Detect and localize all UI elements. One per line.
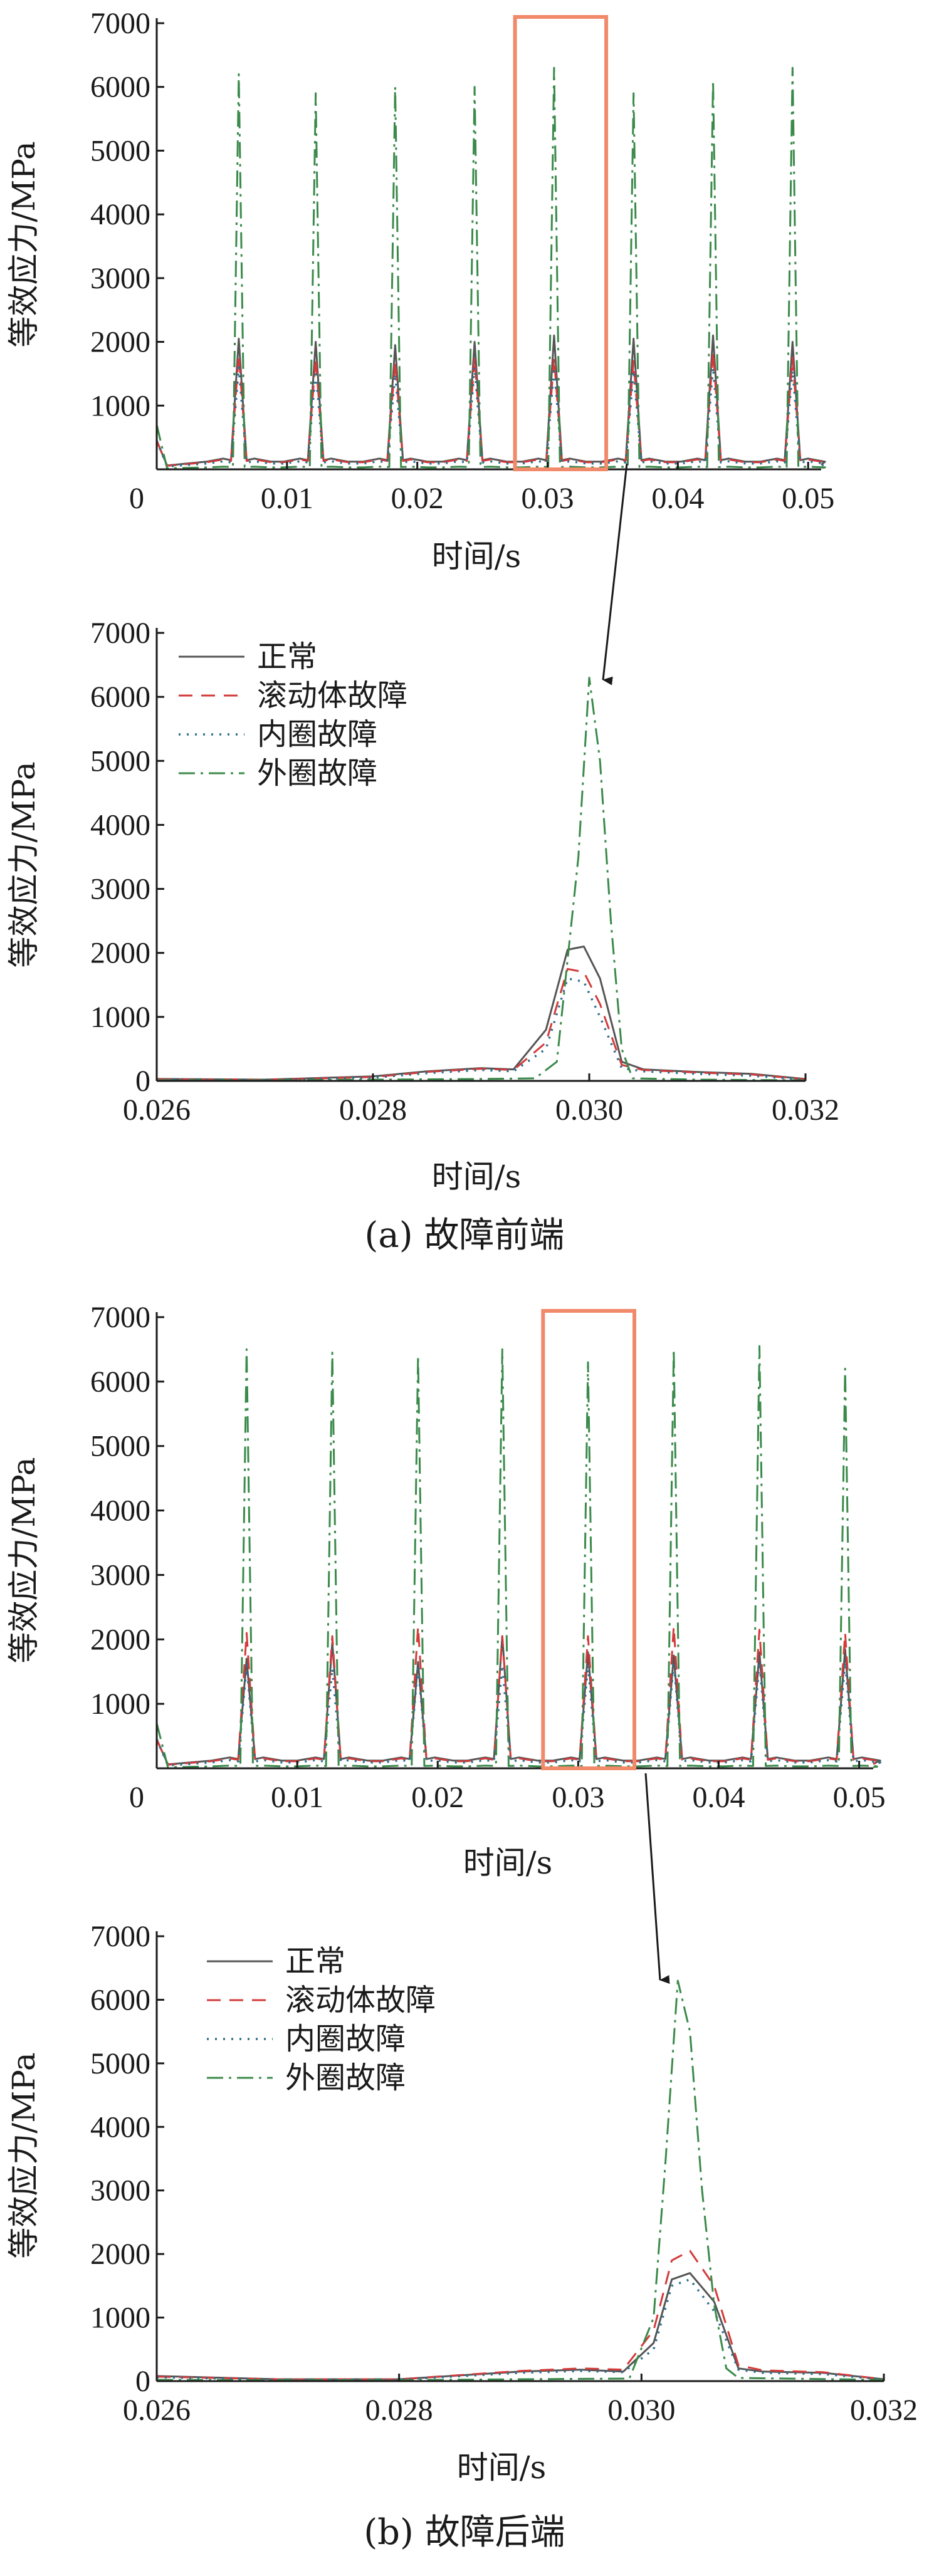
x-tick-label: 0.01 <box>261 482 313 515</box>
chart-panel-a-overview: 1000 2000 3000 4000 5000 6000 7000 0 0.01 0.02 0.0… <box>6 7 834 575</box>
series-rolling-fault <box>156 2250 884 2380</box>
series-outer-fault <box>156 1979 884 2381</box>
y-tick-label: 1000 <box>90 389 150 422</box>
x-tick-label: 0.032 <box>850 2394 918 2427</box>
series-inner-fault <box>155 366 826 468</box>
series-normal <box>155 1635 881 1766</box>
y-tick-label: 6000 <box>90 1365 150 1399</box>
y-tick-label: 3000 <box>90 873 150 906</box>
series-normal <box>155 334 826 467</box>
x-axis-label: 时间/s <box>432 538 522 575</box>
zoom-highlight-box <box>541 1309 637 1770</box>
y-tick-label: 5000 <box>90 744 150 778</box>
legend-label: 滚动体故障 <box>285 1983 436 2018</box>
zoom-arrow-b <box>644 1773 670 1984</box>
caption-b: (b) 故障后端 <box>364 2512 565 2553</box>
y-axis-label: 等效应力/MPa <box>6 1457 42 1663</box>
chart-panel-b-overview: 1000 2000 3000 4000 5000 6000 7000 0 0.01 0.02 0.0… <box>6 1301 886 1881</box>
legend-label: 外圈故障 <box>285 2060 406 2095</box>
series-outer-fault <box>155 66 826 469</box>
y-tick-label: 1000 <box>90 1001 150 1034</box>
y-tick-label: 0 <box>135 1065 150 1098</box>
y-tick-label: 4000 <box>90 198 150 231</box>
series-inner-fault <box>156 2278 884 2381</box>
x-tick-label: 0.03 <box>552 1781 604 1814</box>
x-tick-label: 0.02 <box>411 1781 464 1814</box>
x-tick-label: 0 <box>129 482 144 515</box>
y-tick-label: 1000 <box>90 1687 150 1721</box>
chart-panel-b-zoom: 0 1000 2000 3000 4000 5000 6000 7000 0.026 0.028 0… <box>6 1920 918 2553</box>
y-tick-label: 2000 <box>90 326 150 359</box>
x-tick-label: 0.04 <box>692 1781 745 1814</box>
x-tick-label: 0 <box>129 1781 144 1814</box>
x-tick-label: 0.026 <box>123 2394 191 2427</box>
series-rolling-fault <box>155 1625 881 1766</box>
x-axis-label: 时间/s <box>457 2449 547 2486</box>
legend-label: 内圈故障 <box>257 717 377 752</box>
y-tick-label: 7000 <box>90 1920 150 1953</box>
x-tick-label: 0.026 <box>123 1093 191 1127</box>
series-inner-fault <box>156 977 806 1082</box>
series-normal <box>156 2272 884 2380</box>
chart-panel-a-zoom: 0 1000 2000 3000 4000 5000 6000 7000 0.026 0.028 0… <box>6 617 839 1256</box>
x-tick-label: 0.04 <box>651 482 704 515</box>
series-normal <box>156 946 806 1081</box>
y-tick-label: 5000 <box>90 1430 150 1463</box>
series-outer-fault <box>155 1345 881 1768</box>
x-tick-label: 0.03 <box>522 482 574 515</box>
series-rolling-fault <box>156 967 806 1081</box>
y-tick-label: 1000 <box>90 2302 150 2335</box>
x-tick-label: 0.01 <box>271 1781 323 1814</box>
y-tick-label: 0 <box>135 2365 150 2398</box>
x-axis-label: 时间/s <box>463 1845 553 1881</box>
x-tick-label: 0.030 <box>607 2394 675 2427</box>
y-tick-label: 4000 <box>90 808 150 842</box>
x-tick-label: 0.05 <box>782 482 834 515</box>
y-axis-label: 等效应力/MPa <box>6 141 42 347</box>
legend-label: 滚动体故障 <box>257 678 407 713</box>
legend-label: 内圈故障 <box>285 2021 406 2057</box>
y-tick-label: 6000 <box>90 681 150 714</box>
y-tick-label: 2000 <box>90 2238 150 2271</box>
y-tick-label: 5000 <box>90 134 150 167</box>
x-tick-label: 0.030 <box>555 1093 623 1127</box>
y-tick-label: 6000 <box>90 71 150 104</box>
x-tick-label: 0.02 <box>391 482 444 515</box>
series-outer-fault <box>157 677 806 1082</box>
y-tick-label: 3000 <box>90 1558 150 1592</box>
series-inner-fault <box>155 1661 881 1767</box>
y-tick-label: 7000 <box>90 7 150 40</box>
x-tick-label: 0.028 <box>365 2394 433 2427</box>
legend-label: 正常 <box>257 639 317 674</box>
y-tick-label: 3000 <box>90 2174 150 2208</box>
x-tick-label: 0.032 <box>772 1093 839 1127</box>
y-tick-label: 3000 <box>90 262 150 295</box>
y-tick-label: 2000 <box>90 1623 150 1656</box>
zoom-highlight-box <box>513 15 609 471</box>
y-tick-label: 2000 <box>90 937 150 970</box>
y-tick-label: 6000 <box>90 1983 150 2016</box>
y-tick-label: 5000 <box>90 2047 150 2080</box>
legend-label: 正常 <box>285 1944 345 1979</box>
x-tick-label: 0.05 <box>833 1781 886 1814</box>
y-tick-label: 4000 <box>90 1494 150 1528</box>
caption-a: (a) 故障前端 <box>365 1215 565 1256</box>
y-tick-label: 7000 <box>90 617 150 650</box>
y-axis-label: 等效应力/MPa <box>6 761 42 967</box>
legend-label: 外圈故障 <box>257 756 377 791</box>
y-tick-label: 4000 <box>90 2110 150 2144</box>
series-rolling-fault <box>155 350 826 467</box>
y-axis-label: 等效应力/MPa <box>6 2052 42 2258</box>
zoom-arrow-a <box>602 463 628 686</box>
y-tick-label: 7000 <box>90 1301 150 1334</box>
x-tick-label: 0.028 <box>339 1093 407 1127</box>
x-axis-label: 时间/s <box>432 1159 522 1195</box>
